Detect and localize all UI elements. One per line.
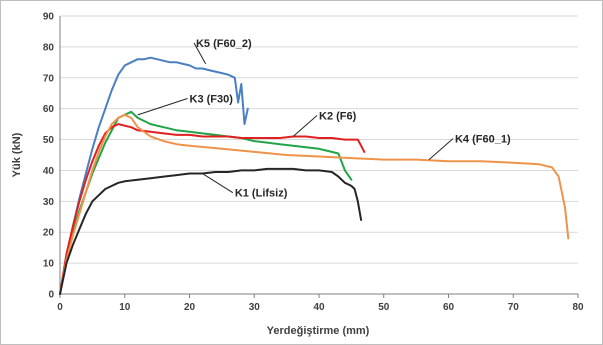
y-tick-label: 90 — [43, 12, 55, 23]
y-tick-label: 0 — [48, 290, 54, 301]
series-annotation-label: K3 (F30) — [190, 93, 234, 105]
annotations: K5 (F60_2) K3 (F30) K2 (F6) K4 (F60_1) K1 (L… — [137, 38, 511, 200]
y-tick-label: 80 — [43, 42, 55, 53]
series-lines — [59, 56, 570, 295]
x-tick-label: 80 — [572, 302, 584, 313]
x-tick-label: 10 — [119, 302, 131, 313]
x-tick-label: 20 — [184, 302, 196, 313]
series-line-k2-f6 — [59, 123, 366, 295]
x-axis-title: Yerdeğiştirme (mm) — [267, 325, 370, 337]
series-annotation-label: K5 (F60_2) — [196, 38, 252, 50]
annotation-leader-line — [292, 115, 318, 137]
series-line-k5-f60-2 — [59, 56, 249, 295]
x-tick-label: 60 — [443, 302, 455, 313]
series-annotation-label: K4 (F60_1) — [455, 134, 511, 146]
y-tick-label: 50 — [43, 135, 55, 146]
series-annotation-label: K2 (F6) — [319, 110, 357, 122]
y-tick-label: 20 — [43, 228, 55, 239]
annotation-leader-line — [428, 138, 454, 161]
x-tick-label: 70 — [508, 302, 520, 313]
series-line-k4-f60-1 — [59, 113, 570, 295]
x-tick-label: 0 — [57, 302, 63, 313]
annotation-leader-line — [137, 98, 188, 116]
series-annotation-label: K1 (Lifsiz) — [235, 188, 288, 200]
annotation-leader-line — [202, 173, 234, 194]
series-line-k3-f30 — [59, 110, 353, 295]
y-tick-label: 40 — [43, 166, 55, 177]
y-tick-label: 30 — [43, 197, 55, 208]
annotation-leader-line — [193, 42, 207, 65]
y-tick-label: 10 — [43, 259, 55, 270]
y-axis-title: Yük (kN) — [11, 132, 23, 177]
x-tick-label: 40 — [313, 302, 325, 313]
grid-lines — [60, 15, 578, 264]
y-tick-label: 70 — [43, 73, 55, 84]
axes: 0 10 20 30 40 50 60 70 80 90 0 10 20 30 40 50 60 70 80 — [43, 12, 584, 314]
x-tick-label: 30 — [249, 302, 261, 313]
x-tick-label: 50 — [378, 302, 390, 313]
y-tick-label: 60 — [43, 104, 55, 115]
